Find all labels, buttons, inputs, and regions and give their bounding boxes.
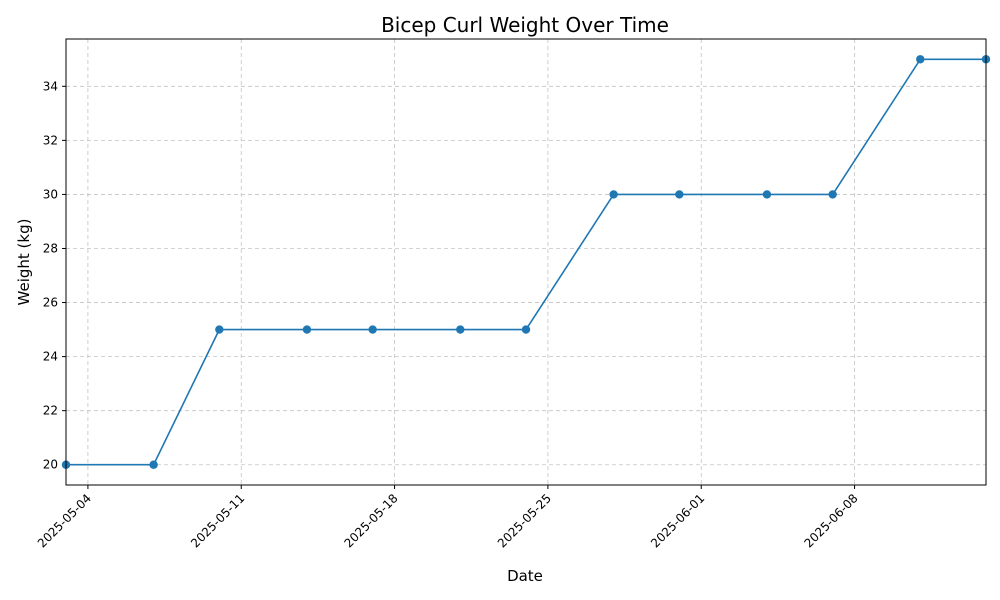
x-tick-label: 2025-06-08 <box>801 491 860 550</box>
x-tick-label: 2025-06-01 <box>648 491 707 550</box>
data-point <box>302 325 312 334</box>
y-tick-label: 24 <box>43 350 58 364</box>
data-point <box>456 325 465 334</box>
x-axis-ticks: 2025-05-04 2025-05-11 2025-05-18 2025-05-25… <box>35 485 861 550</box>
y-axis-label: Weight (kg) <box>15 219 33 306</box>
data-point <box>675 190 684 199</box>
plot-frame <box>65 38 987 486</box>
y-tick-label: 26 <box>43 296 58 310</box>
data-point <box>916 55 925 64</box>
chart-title: Bicep Curl Weight Over Time <box>381 13 669 37</box>
series-group <box>61 55 991 469</box>
y-tick-label: 22 <box>43 404 58 418</box>
data-point <box>762 190 772 199</box>
x-axis-label: Date <box>507 567 543 585</box>
x-tick-label: 2025-05-11 <box>188 491 247 550</box>
y-tick-label: 28 <box>43 241 58 255</box>
x-tick-label: 2025-05-25 <box>495 491 554 550</box>
x-tick-label: 2025-05-18 <box>341 491 400 550</box>
y-tick-label: 30 <box>43 187 58 201</box>
data-point <box>368 325 377 334</box>
data-point <box>215 325 224 334</box>
data-point <box>149 460 158 469</box>
data-point <box>609 190 618 199</box>
grid <box>66 39 986 485</box>
data-point <box>828 190 837 199</box>
data-point <box>521 325 531 334</box>
y-tick-label: 34 <box>43 79 58 93</box>
series-line <box>66 58 986 466</box>
x-tick-label: 2025-05-04 <box>35 491 94 550</box>
y-tick-label: 20 <box>43 458 58 472</box>
y-axis-ticks: 20 22 24 26 28 30 32 34 <box>43 79 66 472</box>
y-tick-label: 32 <box>43 133 58 147</box>
